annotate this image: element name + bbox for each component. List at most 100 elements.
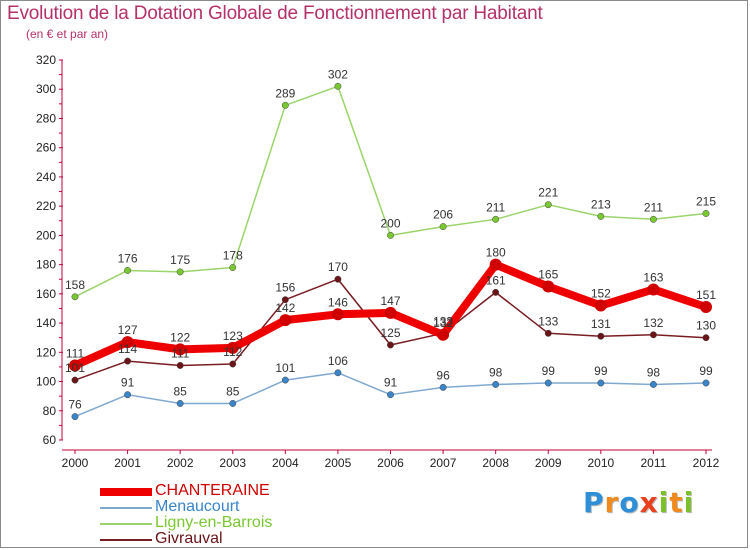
data-label: 127 bbox=[118, 323, 138, 337]
data-point bbox=[69, 359, 81, 372]
data-point bbox=[387, 341, 394, 349]
data-label: 101 bbox=[65, 361, 85, 375]
data-point bbox=[124, 357, 132, 365]
y-tick-label: 220 bbox=[36, 199, 56, 213]
series-menaucourt bbox=[71, 369, 710, 421]
data-label: 211 bbox=[486, 200, 505, 214]
data-point bbox=[229, 400, 237, 407]
y-tick-label: 160 bbox=[36, 287, 56, 301]
data-label: 85 bbox=[226, 384, 240, 398]
data-point bbox=[649, 381, 657, 388]
y-tick-label: 320 bbox=[36, 53, 56, 67]
y-tick-label: 200 bbox=[36, 228, 56, 242]
data-label: 213 bbox=[591, 197, 611, 211]
data-label: 111 bbox=[171, 346, 190, 360]
legend-swatch bbox=[100, 539, 152, 541]
data-point bbox=[492, 215, 500, 223]
data-point bbox=[542, 280, 555, 293]
chart-title: Evolution de la Dotation Globale de Fonc… bbox=[7, 3, 543, 24]
data-point bbox=[492, 288, 500, 296]
x-tick-label: 2010 bbox=[587, 456, 614, 470]
brand-letter: x bbox=[639, 486, 659, 519]
data-point bbox=[647, 283, 660, 296]
series-chanteraine bbox=[69, 258, 712, 372]
data-point bbox=[702, 379, 710, 387]
y-tick-label: 180 bbox=[36, 258, 56, 272]
data-point bbox=[124, 391, 132, 399]
series-layer bbox=[69, 82, 712, 421]
data-label: 151 bbox=[696, 288, 716, 302]
data-point bbox=[649, 215, 657, 223]
data-point bbox=[176, 268, 184, 276]
data-label: 180 bbox=[486, 246, 506, 260]
brand-letter: P bbox=[583, 486, 605, 519]
data-point bbox=[331, 308, 344, 321]
data-point bbox=[384, 306, 397, 319]
brand-letter: i bbox=[658, 486, 670, 519]
data-label: 175 bbox=[170, 253, 190, 267]
legend-label: Givrauval bbox=[155, 530, 223, 547]
legend-swatch bbox=[100, 488, 152, 496]
data-point bbox=[387, 231, 394, 239]
data-label: 152 bbox=[591, 287, 611, 301]
data-point bbox=[597, 332, 605, 340]
data-point bbox=[492, 381, 500, 388]
data-label: 289 bbox=[275, 86, 295, 100]
y-tick-label: 80 bbox=[43, 404, 57, 418]
data-label: 111 bbox=[66, 346, 85, 360]
data-label: 163 bbox=[643, 270, 663, 284]
data-label: 101 bbox=[275, 361, 295, 375]
data-point bbox=[71, 376, 79, 384]
data-label: 147 bbox=[380, 294, 400, 308]
data-label: 85 bbox=[173, 384, 187, 398]
data-label: 156 bbox=[275, 281, 295, 295]
data-point bbox=[71, 293, 79, 301]
data-label: 76 bbox=[68, 398, 82, 412]
data-label: 91 bbox=[384, 376, 398, 390]
data-label: 123 bbox=[223, 329, 243, 343]
data-label: 206 bbox=[433, 208, 453, 222]
data-label: 165 bbox=[538, 268, 558, 282]
data-label: 146 bbox=[328, 295, 348, 309]
data-label: 170 bbox=[328, 260, 348, 274]
data-label: 221 bbox=[538, 186, 558, 200]
x-tick-label: 2001 bbox=[114, 456, 141, 470]
y-tick-label: 280 bbox=[36, 111, 56, 125]
series-ligny-en-barrois bbox=[71, 82, 710, 301]
legend-label: Menaucourt bbox=[155, 498, 240, 515]
data-label: 215 bbox=[696, 194, 716, 208]
data-point bbox=[229, 264, 237, 271]
y-tick-label: 300 bbox=[36, 82, 56, 96]
data-point bbox=[71, 413, 79, 421]
x-tick-label: 2004 bbox=[272, 456, 299, 470]
data-label: 122 bbox=[170, 330, 190, 344]
x-tick-label: 2011 bbox=[641, 456, 667, 470]
y-tick-label: 60 bbox=[43, 433, 57, 447]
data-point bbox=[176, 400, 184, 407]
x-tick-label: 2012 bbox=[693, 456, 720, 470]
x-tick-label: 2006 bbox=[377, 456, 404, 470]
data-label-layer: 158 176 175 178 289 302 200 206 211 221 213 211 215 7… bbox=[65, 67, 716, 411]
data-point bbox=[229, 360, 237, 368]
data-point bbox=[281, 296, 289, 304]
data-point bbox=[597, 379, 605, 387]
data-point bbox=[700, 301, 712, 313]
data-label: 99 bbox=[594, 364, 608, 378]
data-label: 130 bbox=[696, 319, 716, 333]
brand-logo: Proxiti bbox=[583, 486, 694, 519]
data-point bbox=[439, 383, 447, 391]
y-tick-label: 240 bbox=[36, 170, 56, 184]
data-label: 91 bbox=[121, 376, 135, 390]
data-label: 99 bbox=[699, 364, 713, 378]
data-point bbox=[387, 391, 394, 399]
x-tick-label: 2009 bbox=[535, 456, 562, 470]
data-point bbox=[334, 82, 342, 90]
x-tick-label: 2005 bbox=[325, 456, 352, 470]
data-label: 99 bbox=[542, 364, 556, 378]
y-tick-label: 260 bbox=[36, 141, 56, 155]
data-label: 131 bbox=[591, 317, 611, 331]
data-point bbox=[437, 328, 450, 341]
brand-letter: r bbox=[604, 486, 620, 519]
